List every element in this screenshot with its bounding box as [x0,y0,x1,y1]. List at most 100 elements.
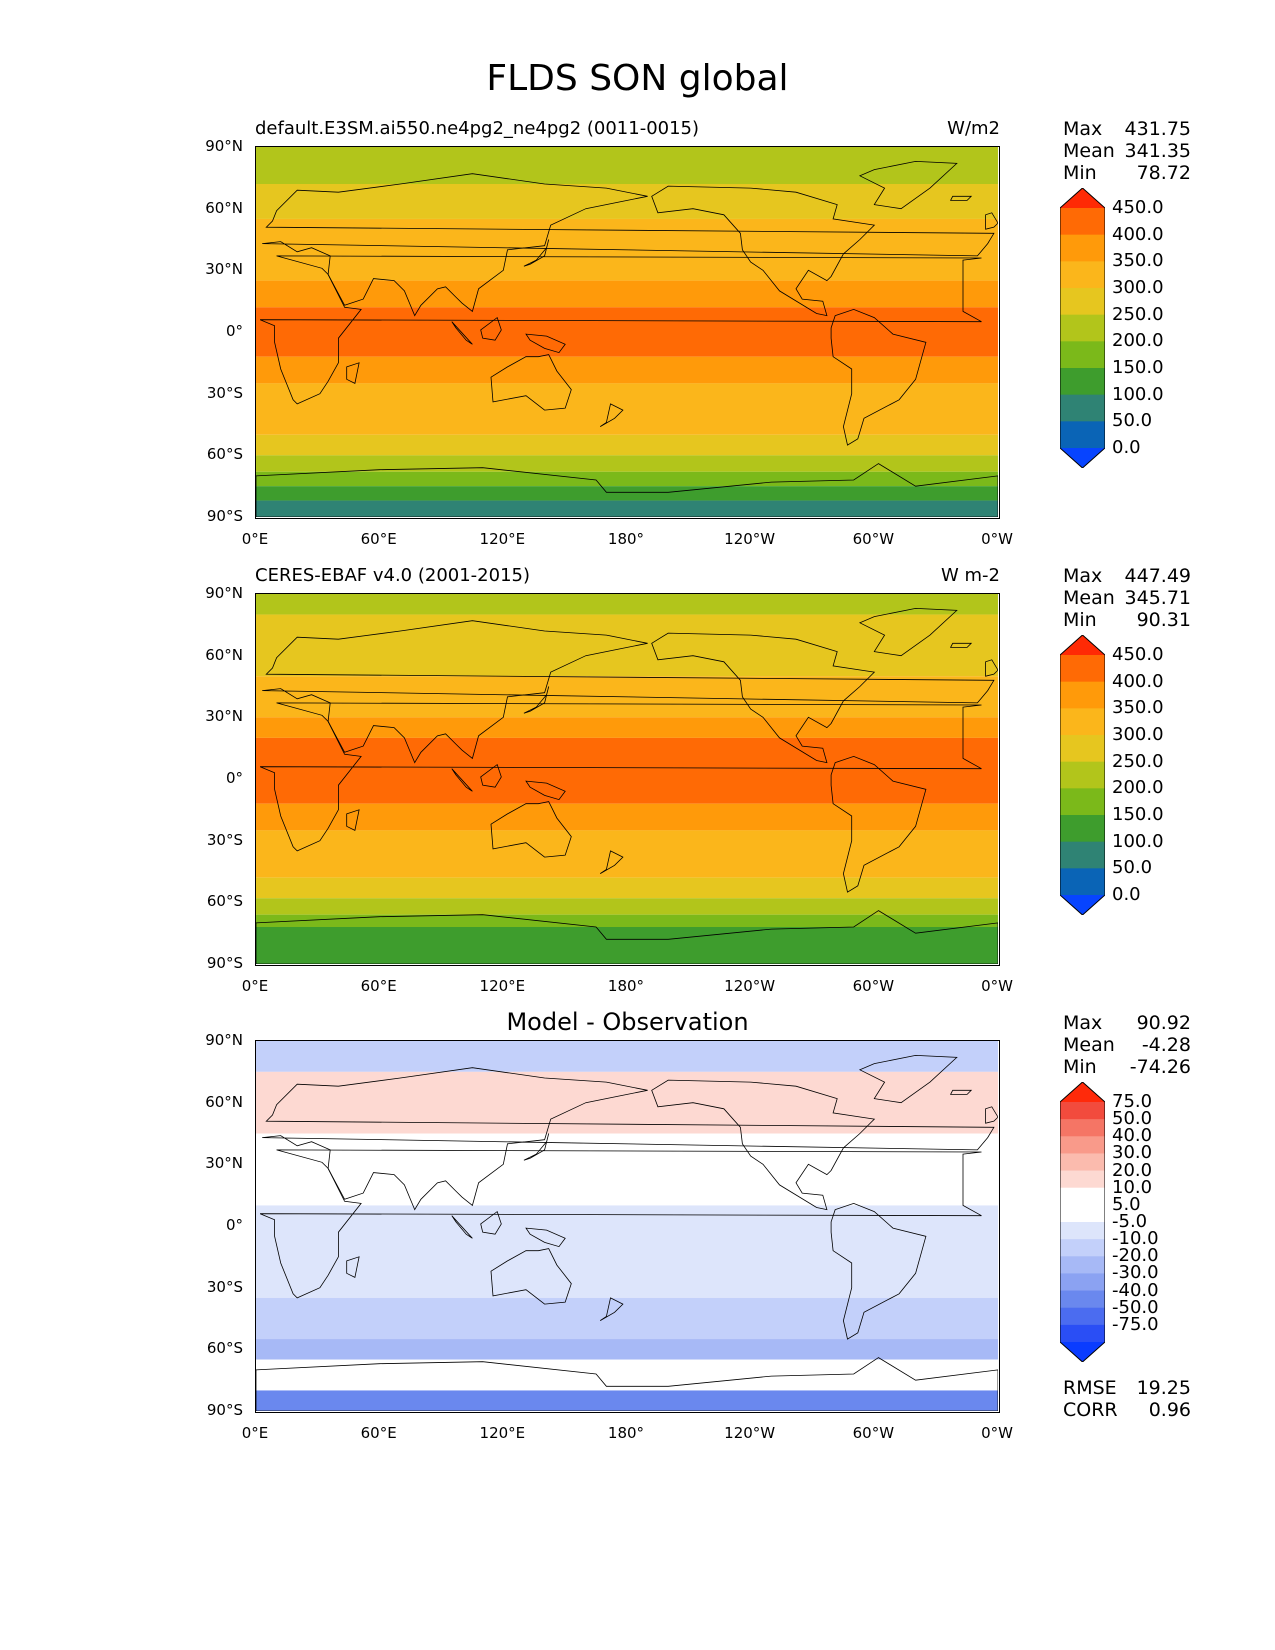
coastline [858,1054,958,1104]
lon-tick-label: 120°W [724,1424,776,1442]
colorbar-segment [1060,1153,1105,1172]
lon-tick-label: 120°E [479,977,526,995]
panel-left-title: CERES-EBAF v4.0 (2001-2015) [255,565,531,586]
colorbar-segment [1060,681,1105,709]
colorbar-tick-label: 150.0 [1112,357,1164,378]
colorbar-tick-label: 10.0 [1112,1176,1153,1198]
stats-box: Max 431.75 Mean 341.35 Min 78.72 [1063,118,1191,184]
colorbar-segment [1060,1342,1105,1362]
lat-tick-label: 30°N [205,707,243,726]
map-plot [255,146,1000,519]
colorbar-tick-label: 450.0 [1112,197,1164,218]
panel-units: W/m2 [947,118,1000,139]
colorbar-tick-label: -75.0 [1112,1313,1159,1335]
colorbar-segment [1060,1256,1105,1274]
coastline [599,403,624,427]
field-band [256,486,998,501]
map-svg [256,147,998,517]
field-band [256,1041,998,1072]
colorbar-segment [1060,841,1105,869]
stat-label: Max [1063,1012,1103,1034]
lat-tick-label: 30°N [205,1154,243,1173]
coastline [830,308,927,446]
field-band [256,1071,998,1134]
lon-tick-label: 60°W [852,530,895,548]
colorbar-segment [1060,868,1105,896]
colorbar-tick-label: 300.0 [1112,277,1164,298]
stat-value: -74.26 [1129,1056,1191,1078]
field-band [256,434,998,456]
colorbar-tick-label: 250.0 [1112,303,1164,325]
colorbar-tick-label: 450.0 [1112,644,1164,665]
field-band [256,356,998,384]
coastline [451,768,473,792]
field-band [256,737,998,804]
stat-value: 90.31 [1136,609,1191,631]
colorbar-tick-label: 250.0 [1112,750,1164,772]
colorbar-segment [1060,188,1105,208]
field-band [256,594,998,615]
map-plot [255,593,1000,966]
stat-value: 19.25 [1136,1377,1191,1399]
lon-tick-label: 120°W [724,530,776,548]
lon-tick-label: 60°W [852,977,895,995]
stats-box: Max 447.49 Mean 345.71 Min 90.31 [1063,565,1191,631]
coastline [490,354,572,411]
field-band [256,1133,998,1206]
colorbar-segment [1060,1307,1105,1326]
coastline [346,809,360,831]
field-band [256,471,998,487]
colorbar-segment [1060,1119,1105,1137]
lat-tick-label: 60°N [205,198,243,217]
colorbar-segment [1060,1187,1105,1206]
colorbar-tick-label: 30.0 [1112,1142,1153,1164]
field-band [256,147,998,184]
stat-label: Max [1063,565,1103,587]
colorbar-tick-label: 0.0 [1112,884,1141,905]
field-band [256,307,998,357]
lon-tick-label: 120°W [724,977,776,995]
colorbar-segment [1060,1222,1105,1240]
field-band [256,455,998,472]
colorbar-segment [1060,394,1105,422]
stat-row: Max 90.92 [1063,1012,1191,1034]
lon-tick-label: 180° [607,1424,645,1442]
lon-tick-label: 120°E [479,1424,526,1442]
lon-tick-label: 120°E [479,530,526,548]
coastline [262,620,995,764]
lon-tick-label: 0°E [241,1424,269,1442]
field-band [256,1297,998,1340]
lat-tick-label: 0° [225,769,243,787]
lat-tick-label: 0° [225,1216,243,1234]
panel-units: W m-2 [940,565,1000,586]
stat-row: CORR 0.96 [1063,1399,1191,1421]
colorbar-segment [1060,1239,1105,1257]
colorbar-segment [1060,1273,1105,1292]
field-band [256,500,998,517]
colorbar-segment [1060,368,1105,396]
field-band [256,717,998,738]
coastline [949,642,973,648]
lon-tick-label: 0°E [241,977,269,995]
stat-label: Mean [1063,140,1115,162]
coastline [830,1202,927,1340]
lon-tick-label: 60°E [360,1424,397,1442]
stat-label: Min [1063,609,1097,631]
colorbar-tick-label: -10.0 [1112,1228,1159,1250]
lat-tick-label: 60°S [206,892,243,911]
stat-label: CORR [1063,1399,1118,1421]
lat-tick-label: 90°S [206,1401,243,1419]
stat-label: RMSE [1063,1377,1117,1399]
stat-value: 0.96 [1148,1399,1191,1421]
colorbar-segment [1060,261,1105,289]
colorbar-tick-label: 350.0 [1112,697,1164,719]
colorbar-segment [1060,208,1105,236]
colorbar-tick-label: 300.0 [1112,724,1164,745]
colorbar-segment [1060,1136,1105,1154]
colorbar-tick-label: 0.0 [1112,437,1141,458]
lon-tick-label: 60°E [360,530,397,548]
coastline [949,1089,973,1095]
coastline [525,1227,566,1248]
stat-value: 447.49 [1124,565,1191,587]
colorbar [1059,634,1106,916]
